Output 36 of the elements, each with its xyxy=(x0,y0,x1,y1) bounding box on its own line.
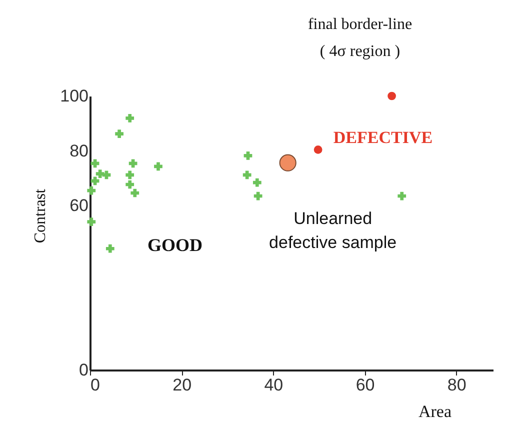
annotation: Unlearned defective sample xyxy=(269,208,397,252)
point xyxy=(254,192,262,200)
point xyxy=(106,244,114,253)
annotation: DEFECTIVE xyxy=(333,128,433,147)
point xyxy=(279,154,296,172)
y-tick-label: 80 xyxy=(70,141,88,160)
point xyxy=(87,186,96,195)
point xyxy=(126,114,134,122)
point xyxy=(115,130,124,138)
y-tick-label: 0 xyxy=(79,360,88,380)
point xyxy=(126,180,134,189)
x-tick-label: 0 xyxy=(90,376,100,394)
y-axis-title: Contrast xyxy=(32,188,49,244)
point xyxy=(130,188,140,198)
point xyxy=(252,178,262,187)
point xyxy=(87,218,96,226)
point xyxy=(102,170,111,180)
point xyxy=(126,170,134,180)
point xyxy=(398,192,406,200)
y-tick-label: 100 xyxy=(60,86,88,106)
point xyxy=(314,146,322,154)
point xyxy=(242,170,252,180)
annotation: GOOD xyxy=(147,235,203,255)
x-tick-label: 60 xyxy=(356,376,375,394)
x-tick-label: 80 xyxy=(447,376,466,394)
x-axis-title: Area xyxy=(418,402,452,421)
point xyxy=(90,159,100,168)
point xyxy=(244,152,252,160)
text: final border-line xyxy=(308,16,412,33)
point xyxy=(128,159,138,168)
y-tick-label: 60 xyxy=(70,196,88,216)
x-tick-label: 40 xyxy=(264,376,284,394)
point xyxy=(388,92,396,100)
text: ( 4σ region ) xyxy=(320,43,400,60)
point xyxy=(154,162,162,171)
x-tick-label: 20 xyxy=(172,376,192,394)
